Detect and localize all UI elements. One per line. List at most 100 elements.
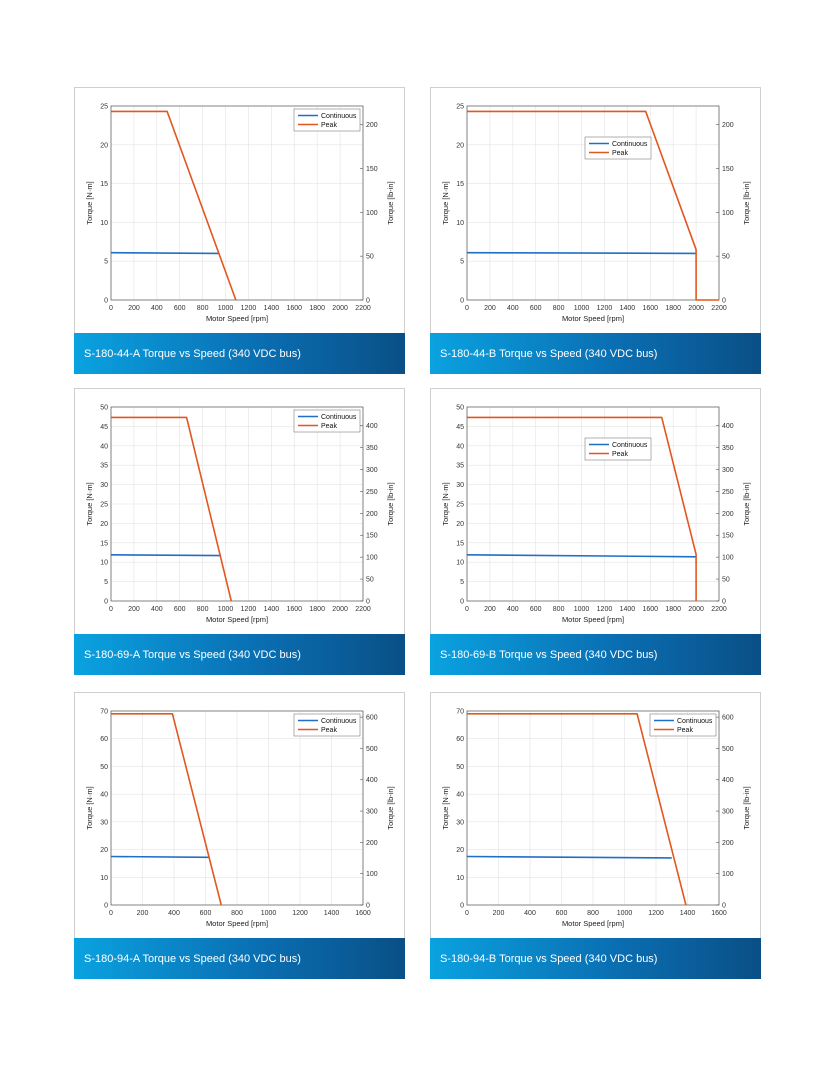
x-tick-label: 800 (197, 305, 209, 312)
torque-speed-chart: 0 200 400 600 800 1000 1200 1400 1600 1800 2000 220… (85, 104, 395, 324)
y-tick-label: 5 (460, 579, 464, 586)
x-tick-label: 1600 (642, 606, 658, 613)
x-tick-label: 1200 (292, 910, 308, 917)
legend-label: Peak (321, 727, 337, 734)
x-axis-label: Motor Speed [rpm] (562, 615, 624, 624)
x-tick-label: 400 (507, 305, 519, 312)
y-tick-label: 5 (104, 579, 108, 586)
x-tick-label: 1200 (241, 305, 257, 312)
y-tick-label: 30 (100, 819, 108, 826)
plot-frame (110, 710, 364, 906)
x-tick-label: 0 (109, 305, 113, 312)
y-tick-label: 0 (460, 599, 464, 606)
y2-axis-label: Torque [lb-in] (386, 482, 395, 525)
torque-speed-chart: 0 200 400 600 800 1000 1200 1400 1600 1800 2000 220… (441, 405, 751, 625)
legend-label: Continuous (321, 414, 357, 421)
series-line-continuous (466, 855, 672, 859)
y-tick-label: 15 (456, 181, 464, 188)
chart-caption: S-180-94-B Torque vs Speed (340 VDC bus) (430, 938, 761, 979)
x-tick-label: 0 (465, 606, 469, 613)
x-tick-label: 1600 (286, 606, 302, 613)
x-tick-label: 200 (137, 910, 149, 917)
y-tick-label: 30 (456, 819, 464, 826)
x-tick-label: 2000 (332, 606, 348, 613)
legend-label: Continuous (612, 442, 648, 449)
y2-tick-label: 200 (722, 840, 734, 847)
y2-tick-label: 200 (722, 511, 734, 518)
x-axis-label: Motor Speed [rpm] (206, 919, 268, 928)
x-tick-label: 1600 (355, 910, 371, 917)
y-tick-label: 70 (100, 709, 108, 716)
x-tick-label: 0 (465, 910, 469, 917)
x-tick-label: 600 (556, 910, 568, 917)
x-tick-label: 1800 (665, 305, 681, 312)
series-line-peak (467, 712, 687, 906)
y2-tick-label: 400 (366, 777, 378, 784)
x-tick-label: 1200 (241, 606, 257, 613)
y2-tick-label: 200 (722, 122, 734, 129)
x-tick-label: 1400 (680, 910, 696, 917)
x-tick-label: 200 (128, 305, 140, 312)
y-tick-label: 40 (100, 443, 108, 450)
x-tick-label: 400 (524, 910, 536, 917)
chart-card: 0 200 400 600 800 1000 1200 1400 1600 1800 2000 220… (430, 388, 761, 675)
legend-label: Peak (612, 150, 628, 157)
legend-label: Continuous (677, 718, 713, 725)
y-axis-label: Torque [N·m] (441, 181, 450, 224)
x-tick-label: 0 (109, 910, 113, 917)
x-tick-label: 1400 (620, 305, 636, 312)
y2-tick-label: 150 (722, 166, 734, 173)
y-tick-label: 20 (100, 847, 108, 854)
chart-caption: S-180-44-B Torque vs Speed (340 VDC bus) (430, 333, 761, 374)
y-tick-label: 50 (100, 405, 108, 412)
x-tick-label: 600 (174, 305, 186, 312)
plot-frame (466, 105, 720, 301)
y-tick-label: 5 (460, 259, 464, 266)
x-tick-label: 200 (128, 606, 140, 613)
y2-tick-label: 100 (366, 555, 378, 562)
x-axis-label: Motor Speed [rpm] (206, 615, 268, 624)
legend-label: Peak (677, 727, 693, 734)
y2-tick-label: 0 (722, 903, 726, 910)
legend-box (293, 108, 361, 132)
y-tick-label: 40 (456, 443, 464, 450)
legend-label: Peak (612, 451, 628, 458)
torque-speed-chart: 0 200 400 600 800 1000 1200 1400 160001020304050… (85, 709, 395, 929)
x-tick-label: 1400 (264, 606, 280, 613)
y-tick-label: 60 (456, 736, 464, 743)
y-tick-label: 10 (100, 560, 108, 567)
x-tick-label: 2200 (355, 305, 371, 312)
x-tick-label: 2200 (711, 606, 727, 613)
y2-tick-label: 250 (722, 489, 734, 496)
x-tick-label: 200 (493, 910, 505, 917)
y-tick-label: 30 (100, 482, 108, 489)
y-tick-label: 0 (104, 599, 108, 606)
y-axis-label: Torque [N·m] (85, 482, 94, 525)
y-tick-label: 60 (100, 736, 108, 743)
x-tick-label: 800 (231, 910, 243, 917)
y2-tick-label: 200 (366, 511, 378, 518)
x-tick-label: 600 (530, 606, 542, 613)
x-tick-label: 1000 (261, 910, 277, 917)
y-axis-label: Torque [N·m] (85, 786, 94, 829)
y2-tick-label: 500 (366, 746, 378, 753)
y2-tick-label: 0 (722, 298, 726, 305)
y2-tick-label: 100 (722, 555, 734, 562)
torque-speed-chart: 0 200 400 600 800 1000 1200 1400 1600 1800 2000 220… (85, 405, 395, 625)
x-tick-label: 1200 (597, 606, 613, 613)
y-tick-label: 20 (100, 142, 108, 149)
x-tick-label: 1800 (665, 606, 681, 613)
x-tick-label: 1000 (218, 606, 234, 613)
legend-box (293, 409, 361, 433)
y2-tick-label: 0 (722, 599, 726, 606)
y2-tick-label: 350 (366, 445, 378, 452)
x-axis-label: Motor Speed [rpm] (562, 919, 624, 928)
x-tick-label: 800 (553, 305, 565, 312)
chart-caption: S-180-44-A Torque vs Speed (340 VDC bus) (74, 333, 405, 374)
y-tick-label: 10 (456, 875, 464, 882)
x-tick-label: 800 (587, 910, 599, 917)
chart-card: 0 200 400 600 800 1000 1200 1400 1600 0 10 20 30 40 50… (430, 692, 761, 979)
x-tick-label: 600 (530, 305, 542, 312)
y-axis-label: Torque [N·m] (85, 181, 94, 224)
y2-tick-label: 50 (722, 577, 730, 584)
